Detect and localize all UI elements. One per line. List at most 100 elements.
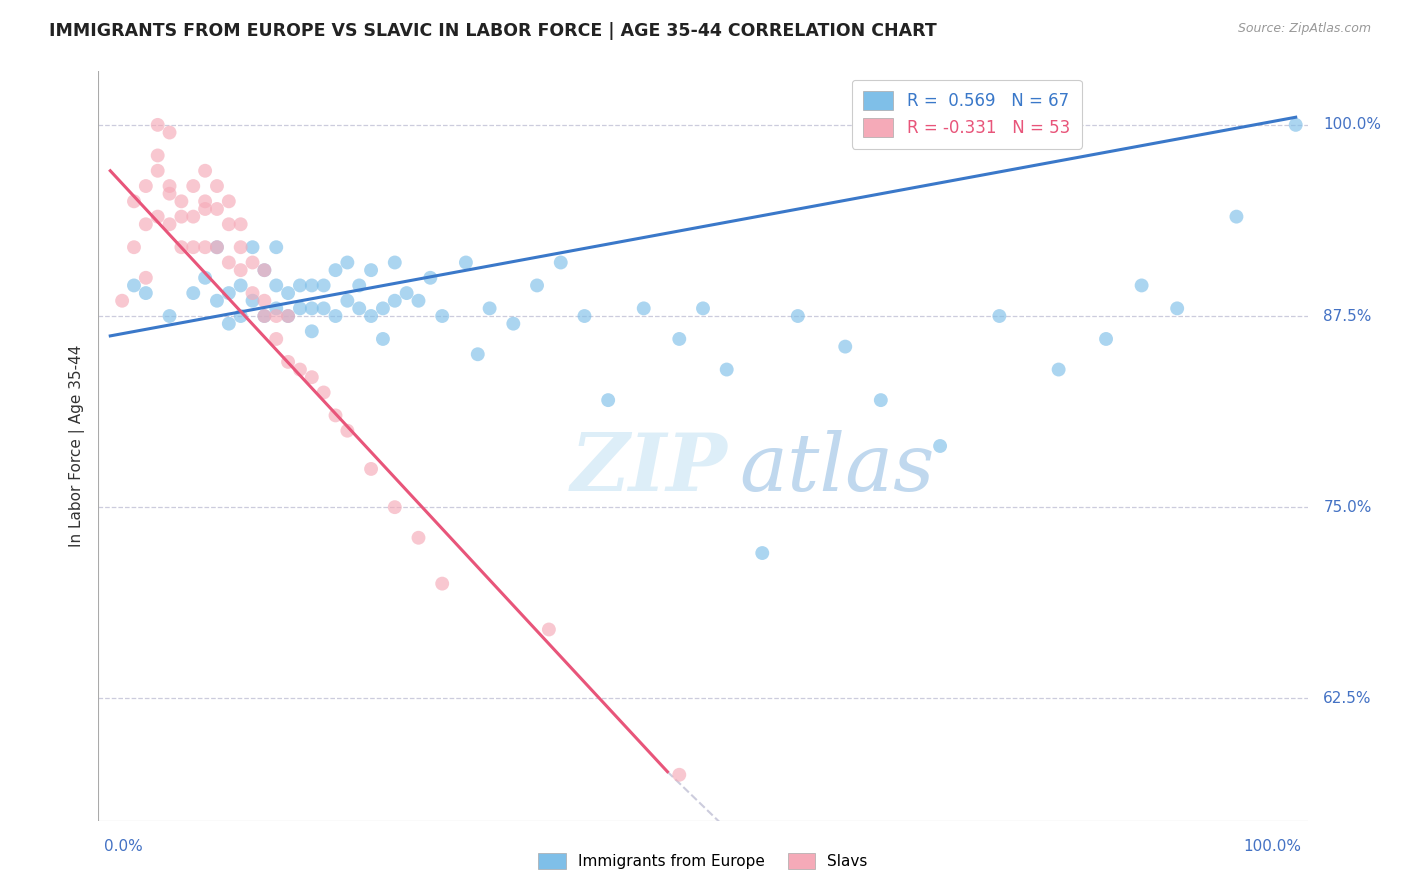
Point	[384, 293, 406, 308]
Text: IMMIGRANTS FROM EUROPE VS SLAVIC IN LABOR FORCE | AGE 35-44 CORRELATION CHART: IMMIGRANTS FROM EUROPE VS SLAVIC IN LABO…	[49, 22, 936, 40]
Point	[988, 309, 1011, 323]
Point	[408, 293, 430, 308]
Legend: Immigrants from Europe, Slavs: Immigrants from Europe, Slavs	[531, 847, 875, 875]
Point	[360, 462, 382, 476]
Point	[253, 293, 276, 308]
Point	[1225, 210, 1247, 224]
Text: atlas: atlas	[740, 430, 935, 508]
Point	[218, 194, 240, 209]
Point	[205, 179, 228, 194]
Point	[419, 270, 441, 285]
Point	[181, 286, 204, 301]
Point	[135, 217, 157, 231]
Point	[159, 309, 181, 323]
Point	[205, 293, 228, 308]
Point	[467, 347, 489, 361]
Point	[218, 217, 240, 231]
Point	[347, 301, 370, 316]
Point	[205, 240, 228, 254]
Point	[1047, 362, 1070, 376]
Point	[1095, 332, 1118, 346]
Point	[537, 623, 560, 637]
Point	[242, 240, 264, 254]
Point	[869, 393, 891, 408]
Point	[170, 240, 193, 254]
Point	[205, 240, 228, 254]
Point	[395, 286, 418, 301]
Point	[301, 301, 323, 316]
Point	[371, 301, 394, 316]
Point	[550, 255, 572, 269]
Legend: R =  0.569   N = 67, R = -0.331   N = 53: R = 0.569 N = 67, R = -0.331 N = 53	[852, 79, 1081, 149]
Point	[194, 240, 217, 254]
Point	[834, 340, 856, 354]
Point	[312, 301, 335, 316]
Point	[218, 317, 240, 331]
Point	[253, 309, 276, 323]
Point	[360, 309, 382, 323]
Point	[716, 362, 738, 376]
Point	[122, 278, 145, 293]
Point	[574, 309, 596, 323]
Point	[336, 424, 359, 438]
Point	[146, 148, 169, 162]
Point	[751, 546, 773, 560]
Point	[325, 263, 347, 277]
Point	[229, 263, 252, 277]
Point	[146, 163, 169, 178]
Text: 100.0%: 100.0%	[1323, 118, 1381, 132]
Point	[384, 255, 406, 269]
Point	[277, 309, 299, 323]
Point	[146, 210, 169, 224]
Point	[668, 768, 690, 782]
Point	[384, 500, 406, 515]
Point	[170, 210, 193, 224]
Point	[229, 217, 252, 231]
Point	[301, 278, 323, 293]
Point	[478, 301, 501, 316]
Point	[170, 194, 193, 209]
Point	[312, 278, 335, 293]
Point	[277, 309, 299, 323]
Text: 87.5%: 87.5%	[1323, 309, 1372, 324]
Point	[277, 355, 299, 369]
Point	[181, 210, 204, 224]
Point	[301, 370, 323, 384]
Point	[360, 263, 382, 277]
Point	[218, 255, 240, 269]
Point	[229, 309, 252, 323]
Point	[205, 202, 228, 216]
Point	[288, 362, 311, 376]
Point	[135, 270, 157, 285]
Point	[1130, 278, 1153, 293]
Point	[111, 293, 134, 308]
Point	[146, 118, 169, 132]
Point	[194, 194, 217, 209]
Text: ZIP: ZIP	[571, 430, 727, 508]
Point	[336, 293, 359, 308]
Point	[242, 293, 264, 308]
Point	[312, 385, 335, 400]
Point	[277, 286, 299, 301]
Text: 100.0%: 100.0%	[1244, 839, 1302, 854]
Point	[371, 332, 394, 346]
Point	[253, 263, 276, 277]
Point	[253, 263, 276, 277]
Point	[229, 240, 252, 254]
Text: 62.5%: 62.5%	[1323, 690, 1372, 706]
Point	[242, 255, 264, 269]
Point	[454, 255, 477, 269]
Point	[159, 179, 181, 194]
Text: 0.0%: 0.0%	[104, 839, 143, 854]
Point	[786, 309, 808, 323]
Point	[264, 240, 287, 254]
Point	[264, 278, 287, 293]
Point	[325, 309, 347, 323]
Text: Source: ZipAtlas.com: Source: ZipAtlas.com	[1237, 22, 1371, 36]
Point	[301, 324, 323, 338]
Point	[135, 286, 157, 301]
Point	[432, 576, 454, 591]
Point	[135, 179, 157, 194]
Point	[264, 301, 287, 316]
Point	[668, 332, 690, 346]
